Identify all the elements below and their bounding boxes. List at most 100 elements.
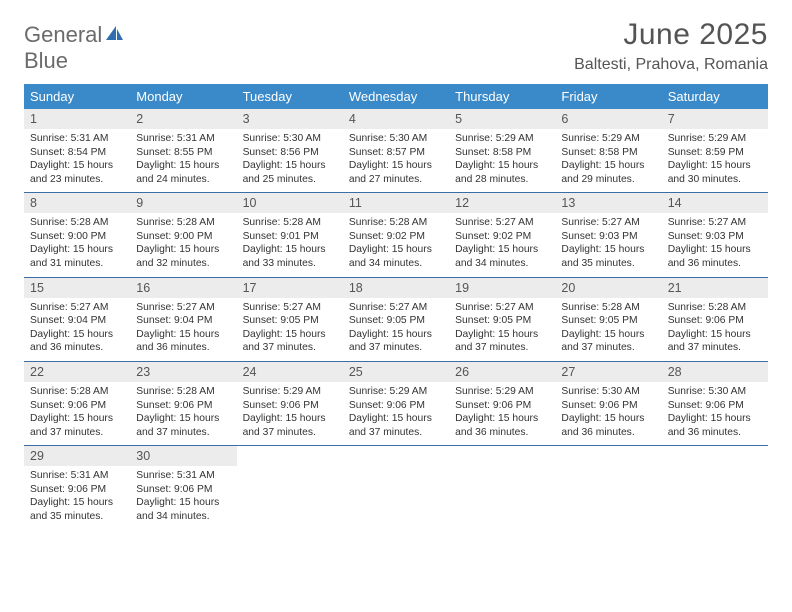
week-row: 22 Sunrise: 5:28 AMSunset: 9:06 PMDayligh… [24,361,768,445]
day-number: 5 [449,109,555,129]
day-detail: Sunrise: 5:30 AMSunset: 8:57 PMDaylight:… [349,132,443,186]
day-detail: Sunrise: 5:28 AMSunset: 9:05 PMDaylight:… [561,301,655,355]
day-detail: Sunrise: 5:27 AMSunset: 9:03 PMDaylight:… [668,216,762,270]
day-number: 26 [449,362,555,382]
day-number: 27 [555,362,661,382]
day-cell: 3Sunrise: 5:30 AMSunset: 8:56 PMDaylight… [237,109,343,193]
day-number: 8 [24,193,130,213]
week-row: 15 Sunrise: 5:27 AMSunset: 9:04 PMDayligh… [24,277,768,361]
day-cell: . [662,446,768,530]
day-cell: 2 Sunrise: 5:31 AMSunset: 8:55 PMDaylight… [130,109,236,193]
dayname-2: Tuesday [237,84,343,109]
day-number: 24 [237,362,343,382]
week-row: 1 Sunrise: 5:31 AMSunset: 8:54 PMDaylight… [24,109,768,193]
day-cell: 8Sunrise: 5:28 AMSunset: 9:00 PMDaylight… [24,193,130,277]
day-number: 25 [343,362,449,382]
day-number: 16 [130,278,236,298]
day-cell: 29 Sunrise: 5:31 AMSunset: 9:06 PMDayligh… [24,446,130,530]
logo-text-wrap: General Blue [24,24,124,73]
dayname-0: Sunday [24,84,130,109]
day-detail: Sunrise: 5:27 AMSunset: 9:03 PMDaylight:… [561,216,655,270]
day-number: 13 [555,193,661,213]
day-cell: 4 Sunrise: 5:30 AMSunset: 8:57 PMDaylight… [343,109,449,193]
day-cell: 12 Sunrise: 5:27 AMSunset: 9:02 PMDayligh… [449,193,555,277]
day-cell: . [237,446,343,530]
day-number: 20 [555,278,661,298]
day-number: 15 [24,278,130,298]
day-detail: Sunrise: 5:31 AMSunset: 9:06 PMDaylight:… [136,469,230,523]
day-cell: 5Sunrise: 5:29 AMSunset: 8:58 PMDaylight… [449,109,555,193]
day-cell: 9Sunrise: 5:28 AMSunset: 9:00 PMDaylight… [130,193,236,277]
day-cell: 25 Sunrise: 5:29 AMSunset: 9:06 PMDayligh… [343,361,449,445]
day-number: 17 [237,278,343,298]
day-cell: 13 Sunrise: 5:27 AMSunset: 9:03 PMDayligh… [555,193,661,277]
day-detail: Sunrise: 5:29 AMSunset: 9:06 PMDaylight:… [455,385,549,439]
day-number: 2 [130,109,236,129]
day-detail: Sunrise: 5:30 AMSunset: 9:06 PMDaylight:… [668,385,762,439]
day-cell: 18 Sunrise: 5:27 AMSunset: 9:05 PMDayligh… [343,277,449,361]
day-cell: 20 Sunrise: 5:28 AMSunset: 9:05 PMDayligh… [555,277,661,361]
day-number: 30 [130,446,236,466]
day-detail: Sunrise: 5:31 AMSunset: 8:54 PMDaylight:… [30,132,124,186]
day-detail: Sunrise: 5:27 AMSunset: 9:04 PMDaylight:… [30,301,124,355]
header: General Blue June 2025 Baltesti, Prahova… [24,18,768,74]
day-detail: Sunrise: 5:28 AMSunset: 9:02 PMDaylight:… [349,216,443,270]
day-detail: Sunrise: 5:29 AMSunset: 9:06 PMDaylight:… [349,385,443,439]
day-cell: 14 Sunrise: 5:27 AMSunset: 9:03 PMDayligh… [662,193,768,277]
day-detail: Sunrise: 5:31 AMSunset: 9:06 PMDaylight:… [30,469,124,523]
day-detail: Sunrise: 5:27 AMSunset: 9:05 PMDaylight:… [455,301,549,355]
day-cell: 1 Sunrise: 5:31 AMSunset: 8:54 PMDaylight… [24,109,130,193]
day-cell: 7 Sunrise: 5:29 AMSunset: 8:59 PMDaylight… [662,109,768,193]
day-cell: 24 Sunrise: 5:29 AMSunset: 9:06 PMDayligh… [237,361,343,445]
day-detail: Sunrise: 5:28 AMSunset: 9:01 PMDaylight:… [243,216,337,270]
day-number: 19 [449,278,555,298]
calendar-body: 1 Sunrise: 5:31 AMSunset: 8:54 PMDaylight… [24,109,768,530]
day-number: 4 [343,109,449,129]
location-text: Baltesti, Prahova, Romania [574,56,768,74]
day-number: 18 [343,278,449,298]
day-cell: 19 Sunrise: 5:27 AMSunset: 9:05 PMDayligh… [449,277,555,361]
dayname-1: Monday [130,84,236,109]
day-cell: 15 Sunrise: 5:27 AMSunset: 9:04 PMDayligh… [24,277,130,361]
day-detail: Sunrise: 5:27 AMSunset: 9:05 PMDaylight:… [349,301,443,355]
day-detail: Sunrise: 5:29 AMSunset: 8:58 PMDaylight:… [561,132,655,186]
dayname-5: Friday [555,84,661,109]
day-cell: 27Sunrise: 5:30 AMSunset: 9:06 PMDayligh… [555,361,661,445]
day-number: 14 [662,193,768,213]
dayname-row: SundayMondayTuesdayWednesdayThursdayFrid… [24,84,768,109]
dayname-6: Saturday [662,84,768,109]
day-detail: Sunrise: 5:27 AMSunset: 9:05 PMDaylight:… [243,301,337,355]
day-cell: . [555,446,661,530]
day-detail: Sunrise: 5:31 AMSunset: 8:55 PMDaylight:… [136,132,230,186]
day-cell: . [343,446,449,530]
day-number: 6 [555,109,661,129]
day-number: 9 [130,193,236,213]
day-number: 28 [662,362,768,382]
logo: General Blue [24,24,124,73]
day-detail: Sunrise: 5:27 AMSunset: 9:04 PMDaylight:… [136,301,230,355]
day-detail: Sunrise: 5:27 AMSunset: 9:02 PMDaylight:… [455,216,549,270]
day-cell: 11 Sunrise: 5:28 AMSunset: 9:02 PMDayligh… [343,193,449,277]
day-number: 23 [130,362,236,382]
day-cell: 6 Sunrise: 5:29 AMSunset: 8:58 PMDaylight… [555,109,661,193]
day-cell: . [449,446,555,530]
day-detail: Sunrise: 5:29 AMSunset: 8:59 PMDaylight:… [668,132,762,186]
week-row: 29 Sunrise: 5:31 AMSunset: 9:06 PMDayligh… [24,446,768,530]
day-detail: Sunrise: 5:28 AMSunset: 9:06 PMDaylight:… [30,385,124,439]
day-number: 1 [24,109,130,129]
day-detail: Sunrise: 5:29 AMSunset: 9:06 PMDaylight:… [243,385,337,439]
day-number: 12 [449,193,555,213]
dayname-3: Wednesday [343,84,449,109]
day-detail: Sunrise: 5:30 AMSunset: 8:56 PMDaylight:… [243,132,337,186]
logo-word-1: General [24,22,102,47]
day-number: 22 [24,362,130,382]
day-cell: 16 Sunrise: 5:27 AMSunset: 9:04 PMDayligh… [130,277,236,361]
day-cell: 21Sunrise: 5:28 AMSunset: 9:06 PMDayligh… [662,277,768,361]
day-detail: Sunrise: 5:28 AMSunset: 9:06 PMDaylight:… [136,385,230,439]
day-number: 11 [343,193,449,213]
day-number: 7 [662,109,768,129]
day-number: 29 [24,446,130,466]
title-block: June 2025 Baltesti, Prahova, Romania [574,18,768,74]
day-number: 21 [662,278,768,298]
dayname-4: Thursday [449,84,555,109]
